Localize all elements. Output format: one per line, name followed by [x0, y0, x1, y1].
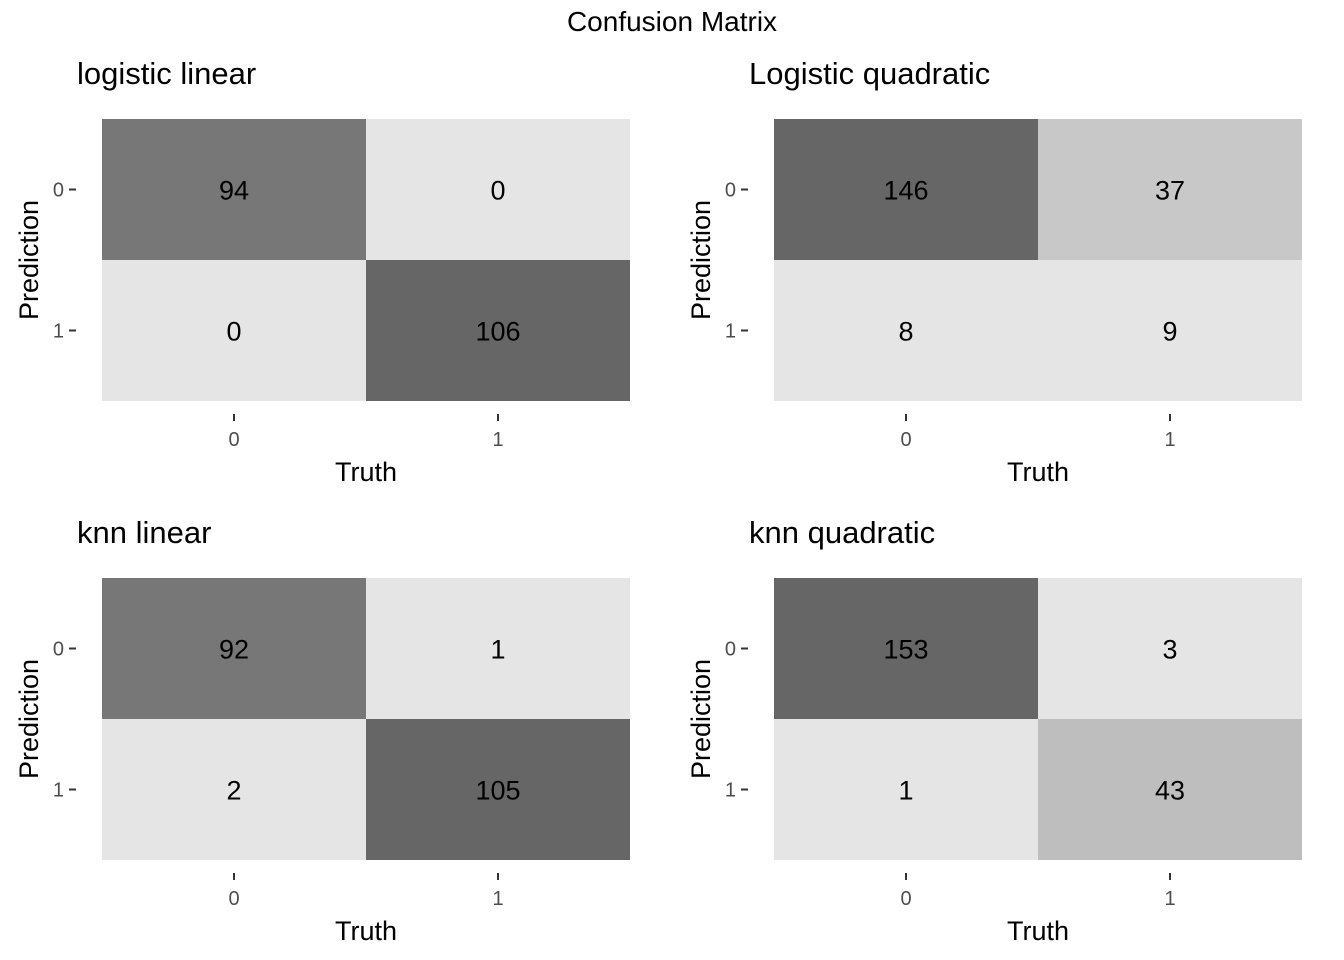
cell-truth-1-pred-0 [366, 119, 630, 260]
panel-title: Logistic quadratic [749, 56, 990, 91]
y-tick-label: 1 [725, 321, 736, 343]
cell-value-label: 3 [1162, 635, 1177, 665]
x-tick-label: 1 [1164, 888, 1175, 910]
cell-value-label: 0 [226, 317, 241, 347]
x-axis-title: Truth [335, 457, 397, 487]
cell-value-label: 9 [1162, 317, 1177, 347]
cell-value-label: 153 [883, 635, 928, 665]
cell-value-label: 94 [219, 176, 249, 206]
cell-truth-0-pred-1 [774, 260, 1038, 401]
x-tick-label: 1 [1164, 429, 1175, 451]
cell-truth-1-pred-0 [1038, 578, 1302, 719]
y-axis-title: Prediction [14, 659, 44, 779]
cell-truth-1-pred-1 [366, 260, 630, 401]
panel-4: knn quadratic 153 3 1 43 0 1 0 1 Truth Prediction [686, 515, 1302, 946]
panel-title: knn quadratic [749, 515, 935, 550]
y-tick-label: 1 [53, 321, 64, 343]
cell-truth-0-pred-0 [102, 578, 366, 719]
cell-value-label: 1 [898, 776, 913, 806]
cell-value-label: 1 [490, 635, 505, 665]
cell-truth-0-pred-0 [102, 119, 366, 260]
cell-value-label: 146 [883, 176, 928, 206]
x-tick-label: 1 [492, 888, 503, 910]
x-axis-title: Truth [335, 916, 397, 946]
y-tick-label: 0 [53, 639, 64, 661]
y-tick-label: 0 [725, 639, 736, 661]
cell-value-label: 0 [490, 176, 505, 206]
cell-value-label: 37 [1155, 176, 1185, 206]
cell-truth-1-pred-1 [366, 719, 630, 860]
cell-truth-1-pred-0 [1038, 119, 1302, 260]
y-axis-title: Prediction [686, 200, 716, 320]
cell-truth-0-pred-1 [102, 719, 366, 860]
y-axis-title: Prediction [686, 659, 716, 779]
cell-value-label: 43 [1155, 776, 1185, 806]
cell-truth-0-pred-1 [774, 719, 1038, 860]
y-axis-title: Prediction [14, 200, 44, 320]
y-tick-label: 1 [725, 780, 736, 802]
cell-truth-1-pred-1 [1038, 260, 1302, 401]
y-tick-label: 1 [53, 780, 64, 802]
panel-title: logistic linear [77, 56, 256, 91]
cell-value-label: 106 [475, 317, 520, 347]
panel-3: knn linear 92 1 2 105 0 1 0 1 Truth Prediction [14, 515, 630, 946]
x-tick-label: 1 [492, 429, 503, 451]
x-tick-label: 0 [228, 888, 239, 910]
cell-value-label: 105 [475, 776, 520, 806]
figure-title: Confusion Matrix [566, 6, 778, 37]
cell-value-label: 8 [898, 317, 913, 347]
x-tick-label: 0 [900, 429, 911, 451]
x-tick-label: 0 [900, 888, 911, 910]
cell-truth-0-pred-1 [102, 260, 366, 401]
x-axis-title: Truth [1007, 457, 1069, 487]
panel-1: logistic linear 94 0 0 106 0 1 0 1 Truth Predictio… [14, 56, 630, 487]
panel-2: Logistic quadratic 146 37 8 9 0 1 0 1 Truth Predic… [686, 56, 1302, 487]
cell-truth-1-pred-0 [366, 578, 630, 719]
cell-truth-1-pred-1 [1038, 719, 1302, 860]
panel-title: knn linear [77, 515, 211, 550]
cell-value-label: 2 [226, 776, 241, 806]
cell-truth-0-pred-0 [774, 578, 1038, 719]
y-tick-label: 0 [53, 180, 64, 202]
cell-truth-0-pred-0 [774, 119, 1038, 260]
cell-value-label: 92 [219, 635, 249, 665]
y-tick-label: 0 [725, 180, 736, 202]
x-tick-label: 0 [228, 429, 239, 451]
x-axis-title: Truth [1007, 916, 1069, 946]
